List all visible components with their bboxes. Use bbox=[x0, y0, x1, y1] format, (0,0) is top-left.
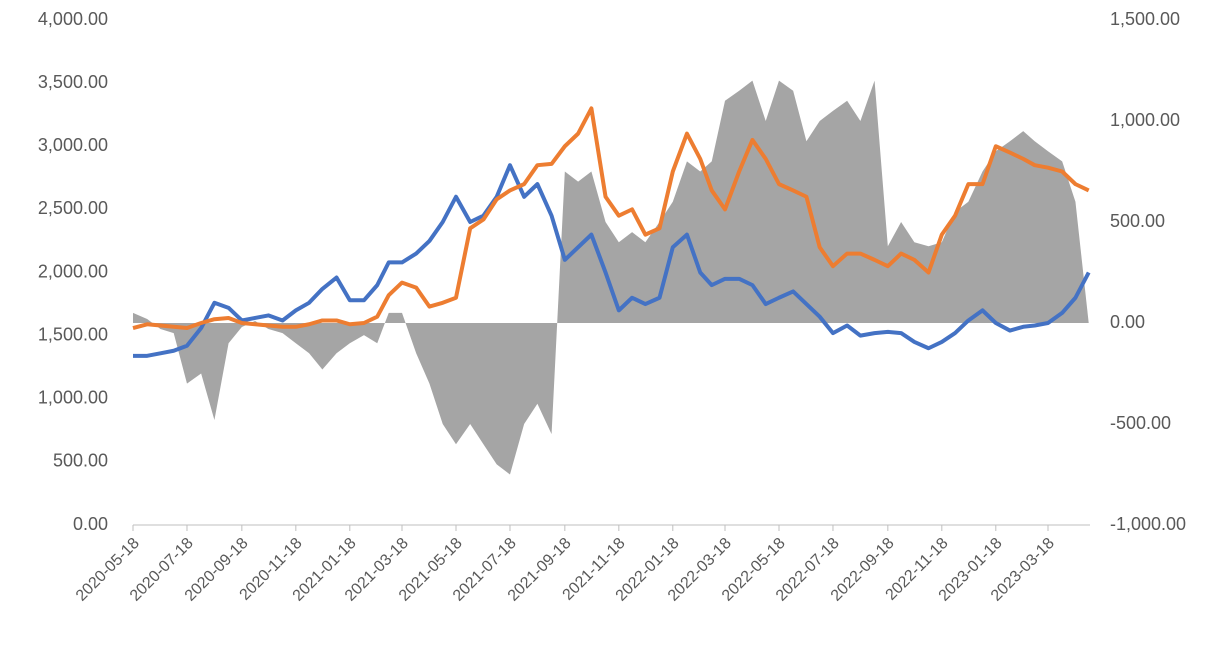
y2-tick-label: 1,500.00 bbox=[1110, 9, 1180, 29]
y-tick-label: 3,500.00 bbox=[38, 72, 108, 92]
y-tick-label: 3,000.00 bbox=[38, 135, 108, 155]
y-tick-label: 500.00 bbox=[53, 451, 108, 471]
y2-tick-label: 1,000.00 bbox=[1110, 110, 1180, 130]
y2-tick-label: 0.00 bbox=[1110, 312, 1145, 332]
y-tick-label: 2,500.00 bbox=[38, 198, 108, 218]
y-tick-label: 1,500.00 bbox=[38, 324, 108, 344]
line bbox=[132, 106, 1090, 331]
y-tick-label: 2,000.00 bbox=[38, 261, 108, 281]
y2-tick-label: -500.00 bbox=[1110, 413, 1171, 433]
y-tick-label: 0.00 bbox=[73, 514, 108, 534]
y-tick-label: 1,000.00 bbox=[38, 388, 108, 408]
area bbox=[133, 80, 1089, 475]
y2-tick-label: 500.00 bbox=[1110, 211, 1165, 231]
line bbox=[133, 163, 1091, 358]
y-tick-label: 4,000.00 bbox=[38, 9, 108, 29]
y2-tick-label: -1,000.00 bbox=[1110, 514, 1186, 534]
